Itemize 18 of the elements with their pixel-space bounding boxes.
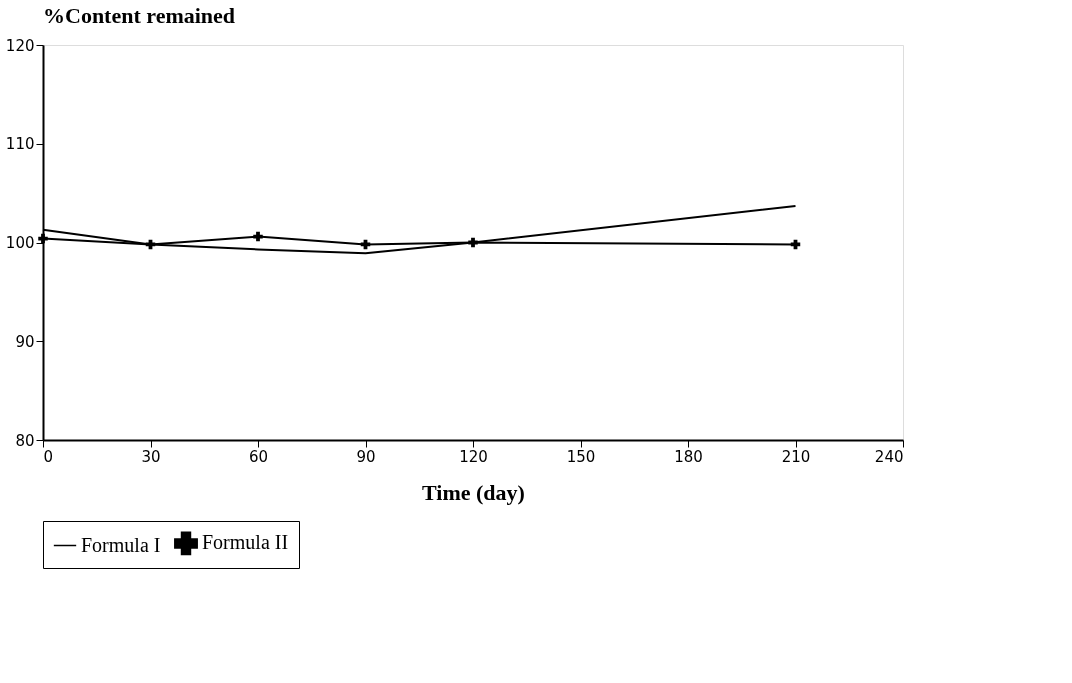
x-tick-label: 0	[43, 447, 54, 466]
y-tick-label: 110	[5, 135, 35, 154]
x-tick-label: 180	[674, 447, 703, 466]
x-tick-label: 90	[356, 447, 376, 466]
y-tick-label: 120	[5, 36, 35, 55]
y-axis-title: %Content remained	[43, 3, 236, 28]
y-tick-label: 80	[15, 431, 35, 450]
y-tick-label: 100	[5, 234, 35, 252]
x-tick-label: 210	[781, 447, 811, 466]
legend-label: Formula I	[81, 533, 161, 556]
x-tick-label: 60	[248, 447, 269, 466]
x-axis-title: Time (day)	[422, 479, 525, 505]
x-tick-label: 240	[874, 447, 904, 466]
legend-label: Formula II	[202, 531, 289, 554]
y-tick-label: 90	[15, 332, 35, 351]
x-tick-label: 30	[141, 447, 161, 466]
x-tick-label: 120	[459, 447, 488, 466]
x-tick-label: 150	[566, 447, 596, 466]
